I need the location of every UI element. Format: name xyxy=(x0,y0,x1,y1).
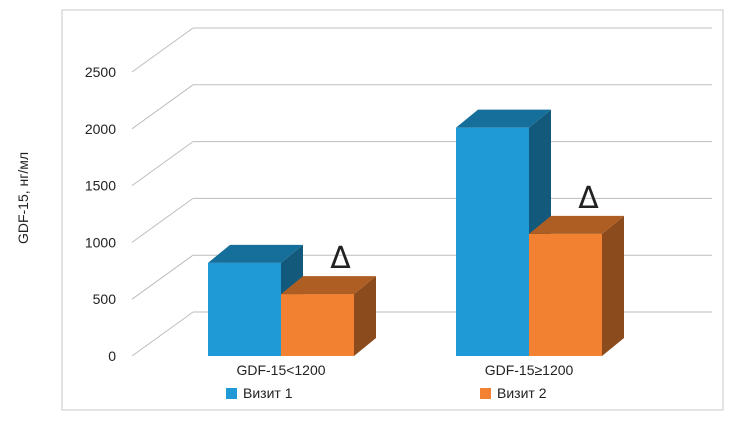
category-labels: GDF-15<1200 GDF-15≥1200 xyxy=(236,362,573,378)
gridline-depth xyxy=(131,141,194,187)
legend-item: Визит 1 xyxy=(226,385,293,401)
gridline-depth xyxy=(131,27,194,73)
legend-item: Визит 2 xyxy=(480,385,547,401)
y-tick-label: 2000 xyxy=(85,121,116,137)
bar-side xyxy=(602,215,624,356)
y-tick-label: 500 xyxy=(93,291,117,307)
legend-swatch xyxy=(226,388,237,399)
y-tick-label: 1000 xyxy=(85,234,116,250)
bar-front xyxy=(208,262,281,356)
bar-top xyxy=(281,276,376,295)
y-tick-label: 1500 xyxy=(85,178,116,194)
gridline-depth xyxy=(131,197,194,243)
bar-top xyxy=(208,244,303,263)
bars xyxy=(208,109,624,356)
gridline-depth xyxy=(131,254,194,300)
gridline-depth xyxy=(131,311,194,357)
chart-frame xyxy=(61,9,724,411)
y-axis-title: GDF-15, нг/мл xyxy=(15,152,31,244)
bar-1-1 xyxy=(529,215,624,356)
legend-swatch xyxy=(480,388,491,399)
bar-front xyxy=(529,233,602,356)
category-label: GDF-15≥1200 xyxy=(485,362,574,378)
y-tick-labels: 0 500 1000 1500 2000 2500 xyxy=(85,64,116,364)
y-tick-label: 0 xyxy=(108,348,116,364)
gridline-depth xyxy=(131,84,194,130)
bar-front xyxy=(456,127,529,356)
bar-front xyxy=(281,294,354,356)
y-tick-label: 2500 xyxy=(85,64,116,80)
category-label: GDF-15<1200 xyxy=(236,362,325,378)
bar-0-1 xyxy=(281,276,376,356)
legend-label: Визит 2 xyxy=(497,385,547,401)
bar-side xyxy=(354,276,376,356)
legend-label: Визит 1 xyxy=(243,385,293,401)
delta-annotation: Δ xyxy=(330,241,351,276)
legend: Визит 1 Визит 2 xyxy=(226,385,547,401)
bar-top xyxy=(456,109,551,128)
annotations: ΔΔ xyxy=(330,181,599,276)
delta-annotation: Δ xyxy=(578,181,599,216)
bar-top xyxy=(529,215,624,234)
